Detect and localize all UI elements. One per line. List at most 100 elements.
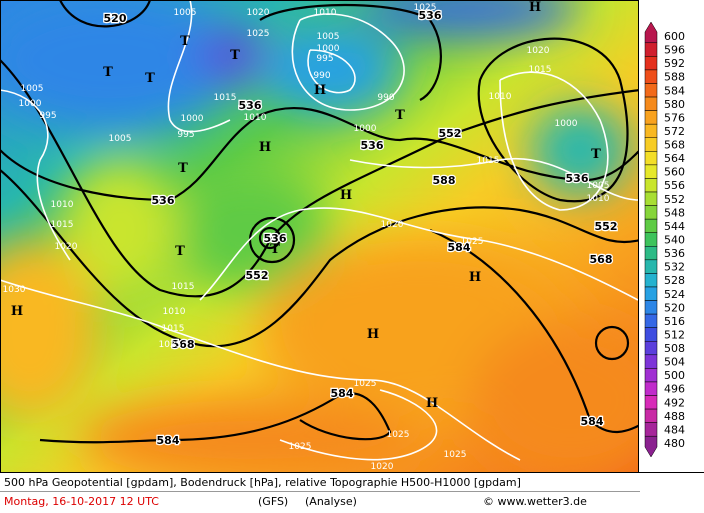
pressure-label: 1025: [354, 379, 377, 389]
colorbar-swatch: [644, 368, 658, 383]
colorbar-swatch: [644, 69, 658, 84]
pressure-center: H: [469, 270, 481, 285]
pressure-label: 1000: [181, 114, 204, 124]
pressure-center: H: [529, 0, 541, 15]
footer-model: (GFS): [258, 495, 288, 508]
colorbar-label: 504: [664, 356, 685, 369]
colorbar-swatch: [644, 422, 658, 437]
pressure-label: 995: [177, 130, 194, 140]
pressure-center: H: [259, 140, 271, 155]
pressure-center: T: [103, 65, 113, 80]
colorbar-swatch: [644, 42, 658, 57]
colorbar-label: 544: [664, 220, 685, 233]
pressure-center: T: [175, 244, 185, 259]
pressure-label: 1000: [317, 44, 340, 54]
colorbar: 6005965925885845805765725685645605565525…: [644, 21, 685, 458]
geopotential-label: 568: [590, 253, 613, 266]
geopotential-label: 536: [419, 9, 442, 22]
colorbar-label: 552: [664, 193, 685, 206]
colorbar-label: 508: [664, 342, 685, 355]
pressure-label: 1000: [19, 99, 42, 109]
pressure-label: 1010: [489, 92, 512, 102]
pressure-label: 1025: [289, 442, 312, 452]
pressure-center: H: [340, 188, 352, 203]
map-labels: 520 536 536 552 536 536 536 552 568 584 584 588 584 5…: [3, 0, 619, 472]
pressure-label: 1005: [21, 84, 44, 94]
colorbar-swatch: [644, 341, 658, 356]
colorbar-swatch: [644, 246, 658, 261]
colorbar-label: 480: [664, 437, 685, 450]
colorbar-label: 572: [664, 125, 685, 138]
geopotential-label: 588: [433, 174, 456, 187]
pressure-label: 1025: [159, 340, 182, 350]
geopotential-label: 536: [152, 194, 175, 207]
colorbar-label: 484: [664, 423, 685, 436]
geopotential-label: 584: [157, 434, 180, 447]
geopotential-label: 536: [264, 232, 287, 245]
geopotential-label: 584: [331, 387, 354, 400]
pressure-label: 1020: [55, 242, 78, 252]
pressure-label: 1000: [354, 124, 377, 134]
pressure-label: 1005: [109, 134, 132, 144]
colorbar-swatch: [644, 178, 658, 193]
colorbar-label: 560: [664, 166, 685, 179]
colorbar-swatch: [644, 273, 658, 288]
colorbar-swatch: [644, 259, 658, 274]
pressure-center: T: [180, 34, 190, 49]
geopotential-label: 584: [581, 415, 604, 428]
footer-credit: © www.wetter3.de: [483, 495, 587, 508]
colorbar-swatch: [644, 83, 658, 98]
geopotential-label: 536: [361, 139, 384, 152]
colorbar-swatch: [644, 123, 658, 139]
pressure-center: T: [591, 147, 601, 162]
colorbar-swatch: [644, 435, 658, 458]
pressure-center: T: [395, 108, 405, 123]
pressure-label: 1025: [444, 450, 467, 460]
colorbar-swatch: [644, 137, 658, 152]
geopotential-label: 552: [246, 269, 269, 282]
footer-date: Montag, 16-10-2017 12 UTC: [4, 495, 159, 508]
pressure-label: 990: [377, 93, 394, 103]
pressure-label: 1020: [247, 8, 270, 18]
pressure-label: 995: [39, 111, 56, 121]
pressure-center: H: [367, 327, 379, 342]
colorbar-swatch: [644, 381, 658, 396]
pressure-label: 1015: [477, 156, 500, 166]
pressure-label: 1000: [555, 119, 578, 129]
pressure-label: 1015: [529, 65, 552, 75]
pressure-label: 1030: [3, 285, 26, 295]
pressure-center: T: [145, 71, 155, 86]
colorbar-swatch: [644, 313, 658, 328]
pressure-center: T: [270, 242, 280, 257]
colorbar-label: 548: [664, 206, 685, 219]
colorbar-label: 568: [664, 139, 685, 152]
pressure-label: 1025: [387, 430, 410, 440]
pressure-center: T: [178, 161, 188, 176]
pressure-label: 1025: [414, 3, 437, 13]
map: [0, 0, 638, 472]
pressure-label: 1005: [317, 32, 340, 42]
colorbar-label: 584: [664, 84, 685, 97]
pressure-contours: [0, 0, 638, 460]
pressure-label: 1010: [51, 200, 74, 210]
colorbar-swatch: [644, 110, 658, 125]
colorbar-swatch: [644, 408, 658, 423]
geopotential-label: 568: [172, 338, 195, 351]
pressure-label: 1020: [371, 462, 394, 472]
pressure-label: 1005: [174, 8, 197, 18]
pressure-center: H: [426, 396, 438, 411]
colorbar-label: 532: [664, 261, 685, 274]
geopotential-label: 584: [448, 241, 471, 254]
colorbar-swatch: [644, 286, 658, 301]
colorbar-label: 496: [664, 383, 685, 396]
geopotential-label: 536: [566, 172, 589, 185]
pressure-label: 995: [316, 54, 333, 64]
colorbar-swatch: [644, 96, 658, 111]
pressure-label: 1010: [163, 307, 186, 317]
colorbar-label: 580: [664, 98, 685, 111]
footer-run: (Analyse): [305, 495, 357, 508]
colorbar-swatch: [644, 395, 658, 410]
colorbar-swatch: [644, 164, 658, 179]
colorbar-label: 500: [664, 369, 685, 382]
colorbar-swatch: [644, 300, 658, 315]
